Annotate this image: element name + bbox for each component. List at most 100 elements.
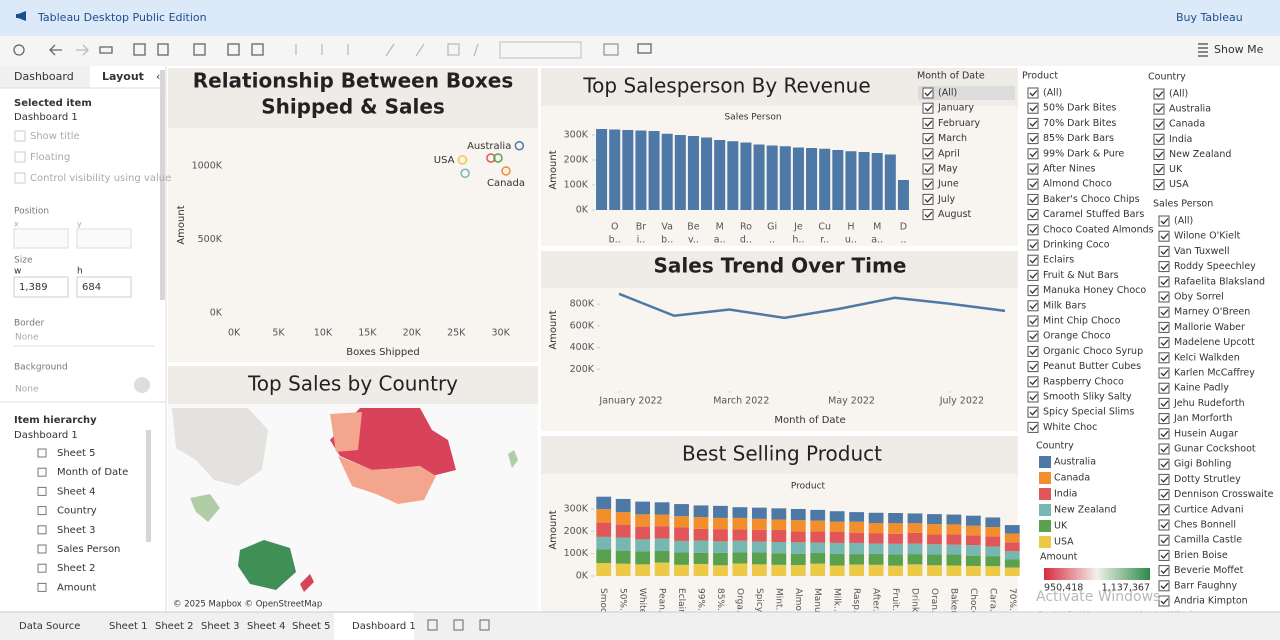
- checkbox[interactable]: [1158, 458, 1170, 470]
- filter-item[interactable]: UK: [1169, 164, 1183, 175]
- filter-item[interactable]: Fruit & Nut Bars: [1043, 270, 1119, 281]
- icon[interactable]: [193, 43, 206, 56]
- filter-item[interactable]: Rafaelita Blaksland: [1174, 276, 1265, 287]
- filter-item[interactable]: Australia: [1169, 104, 1211, 115]
- buy-link[interactable]: Buy Tableau: [1176, 11, 1243, 24]
- checkbox[interactable]: [1158, 504, 1170, 516]
- checkbox[interactable]: [1158, 382, 1170, 394]
- checkbox[interactable]: [1153, 118, 1165, 130]
- new-sheet-icon[interactable]: [479, 619, 490, 631]
- filter-item[interactable]: May: [938, 164, 958, 175]
- filter-item[interactable]: Roddy Speechley: [1174, 261, 1256, 272]
- checkbox[interactable]: [1027, 178, 1039, 190]
- checkbox[interactable]: [1027, 87, 1039, 99]
- filter-item[interactable]: Ches Bonnell: [1174, 520, 1236, 531]
- icon[interactable]: [76, 44, 89, 56]
- filter-item[interactable]: Gigi Bohling: [1174, 459, 1231, 470]
- checkbox[interactable]: [1158, 367, 1170, 379]
- icon[interactable]: [637, 43, 652, 54]
- filter-item[interactable]: Andria Kimpton: [1174, 596, 1248, 607]
- filter-item[interactable]: August: [938, 209, 972, 220]
- filter-item[interactable]: June: [937, 179, 959, 190]
- checkbox[interactable]: [922, 87, 934, 99]
- show-me[interactable]: Show Me: [1214, 43, 1264, 56]
- checkbox[interactable]: [1153, 133, 1165, 145]
- filter-item[interactable]: India: [1169, 134, 1192, 145]
- checkbox[interactable]: [1158, 321, 1170, 333]
- icon[interactable]: [157, 43, 169, 56]
- value[interactable]: None: [15, 333, 39, 343]
- filter-item[interactable]: Oby Sorrel: [1174, 292, 1224, 303]
- checkbox[interactable]: [14, 151, 26, 163]
- icon[interactable]: [99, 46, 113, 54]
- filter-item[interactable]: Barr Faughny: [1174, 580, 1238, 591]
- checkbox[interactable]: [1158, 291, 1170, 303]
- checkbox[interactable]: [1158, 230, 1170, 242]
- legend-label[interactable]: USA: [1054, 537, 1074, 548]
- filter-item[interactable]: 50% Dark Bites: [1043, 103, 1116, 114]
- filter-item[interactable]: Drinking Coco: [1043, 240, 1110, 251]
- icon[interactable]: [49, 44, 62, 56]
- checkbox[interactable]: [14, 172, 26, 184]
- checkbox[interactable]: [1027, 376, 1039, 388]
- filter-item[interactable]: Marney O'Breen: [1174, 307, 1250, 318]
- filter-item[interactable]: July: [937, 194, 955, 205]
- filter-item[interactable]: Baker's Choco Chips: [1043, 194, 1140, 205]
- checkbox[interactable]: [922, 148, 934, 160]
- input[interactable]: [13, 228, 69, 249]
- scrollbar[interactable]: [160, 70, 165, 300]
- checkbox[interactable]: [1027, 421, 1039, 433]
- value[interactable]: None: [15, 385, 39, 395]
- checkbox[interactable]: [1158, 473, 1170, 485]
- filter-item[interactable]: Jan Morforth: [1173, 413, 1232, 424]
- dropdown[interactable]: [499, 41, 582, 59]
- sheet-tab[interactable]: Sheet 3: [201, 621, 239, 632]
- legend-label[interactable]: Canada: [1054, 473, 1090, 484]
- checkbox[interactable]: [1027, 133, 1039, 145]
- checkbox[interactable]: [1158, 276, 1170, 288]
- checkbox[interactable]: [1027, 163, 1039, 175]
- checkbox[interactable]: [1153, 103, 1165, 115]
- checkbox[interactable]: [1027, 148, 1039, 160]
- filter-item[interactable]: March: [938, 133, 967, 144]
- filter-item[interactable]: 99% Dark & Pure: [1043, 148, 1124, 159]
- filter-item[interactable]: Karlen McCaffrey: [1174, 368, 1255, 379]
- filter-item[interactable]: Mint Chip Choco: [1043, 316, 1121, 327]
- filter-item[interactable]: Raspberry Choco: [1043, 376, 1124, 387]
- checkbox[interactable]: [1158, 397, 1170, 409]
- filter-item[interactable]: Peanut Butter Cubes: [1043, 361, 1141, 372]
- filter-item[interactable]: Smooth Sliky Salty: [1043, 392, 1132, 403]
- panel-tab[interactable]: Layout: [102, 70, 144, 83]
- filter-item[interactable]: 85% Dark Bars: [1043, 133, 1114, 144]
- filter-item[interactable]: (All): [938, 88, 957, 99]
- checkbox[interactable]: [1158, 549, 1170, 561]
- icon[interactable]: [251, 43, 264, 56]
- checkbox[interactable]: [1027, 117, 1039, 129]
- checkbox[interactable]: [1158, 337, 1170, 349]
- filter-item[interactable]: White Choc: [1043, 422, 1097, 433]
- filter-item[interactable]: Jehu Rudeforth: [1173, 398, 1245, 409]
- checkbox[interactable]: [1158, 519, 1170, 531]
- checkbox[interactable]: [1153, 164, 1165, 175]
- checkbox[interactable]: [922, 133, 934, 145]
- filter-item[interactable]: Husein Augar: [1174, 428, 1238, 439]
- filter-item[interactable]: Caramel Stuffed Bars: [1043, 209, 1144, 220]
- checkbox[interactable]: [1158, 352, 1170, 364]
- checkbox[interactable]: [1158, 261, 1170, 273]
- filter-item[interactable]: Dennison Crosswaite: [1174, 489, 1274, 500]
- checkbox[interactable]: [1027, 239, 1039, 251]
- input[interactable]: [76, 276, 132, 298]
- filter-item[interactable]: 70% Dark Bites: [1043, 118, 1116, 129]
- checkbox[interactable]: [1027, 361, 1039, 373]
- filter-item[interactable]: Gunar Cockshoot: [1174, 444, 1256, 455]
- tree-item[interactable]: Sheet 3: [57, 525, 95, 536]
- checkbox[interactable]: [1158, 580, 1170, 592]
- checkbox[interactable]: [1027, 102, 1039, 114]
- checkbox[interactable]: [1158, 215, 1170, 227]
- checkbox[interactable]: [1158, 413, 1170, 425]
- filter-item[interactable]: April: [938, 148, 960, 159]
- checkbox[interactable]: [1158, 443, 1170, 455]
- checkbox[interactable]: [14, 130, 26, 142]
- filter-item[interactable]: Eclairs: [1043, 255, 1074, 266]
- checkbox[interactable]: [1158, 595, 1170, 607]
